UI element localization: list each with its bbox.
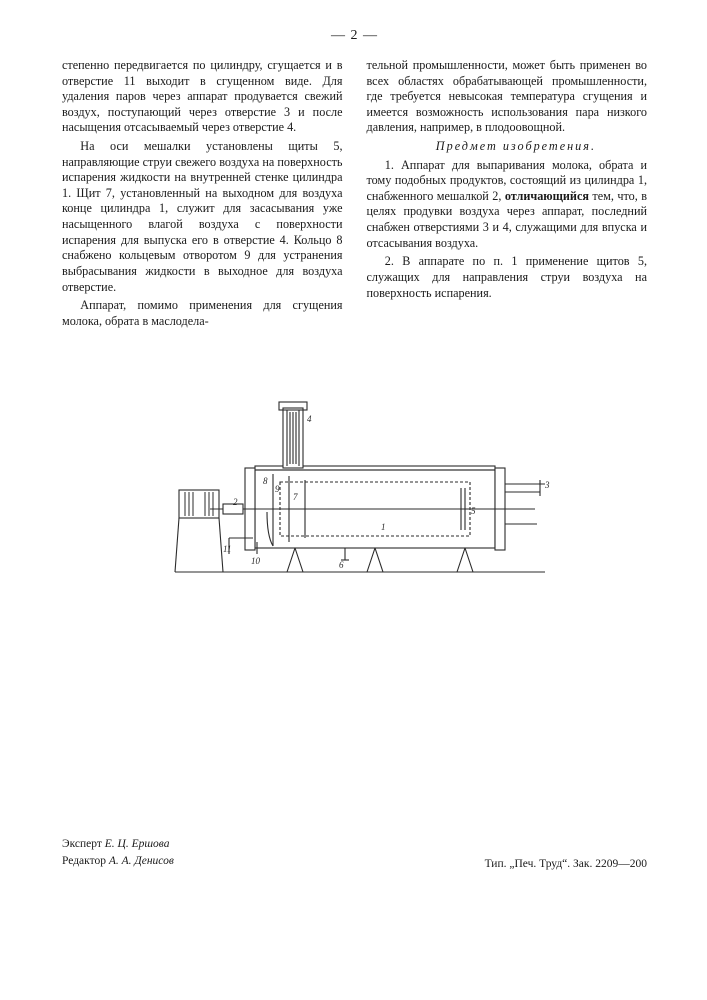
fig-label-11: 11 [223, 544, 231, 554]
claim-bold: отличающийся [505, 189, 589, 203]
right-column: тельной промышленности, может быть приме… [367, 58, 648, 332]
figure-area: 1 2 3 4 5 6 7 8 9 10 11 [62, 392, 647, 612]
evaporator-diagram: 1 2 3 4 5 6 7 8 9 10 11 [145, 392, 565, 612]
left-column: степенно передвигается по цилиндру, сгущ… [62, 58, 343, 332]
expert-label: Эксперт [62, 838, 102, 850]
editor-label: Редактор [62, 855, 106, 867]
page-number: — 2 — [62, 28, 647, 44]
fig-label-10: 10 [251, 556, 261, 566]
body-paragraph: Аппарат, помимо применения для сгущения … [62, 298, 343, 329]
fig-label-4: 4 [307, 414, 312, 424]
claim-1: 1. Аппарат для выпаривания молока, обрат… [367, 158, 648, 252]
body-paragraph: На оси мешалки установлены щиты 5, напра… [62, 139, 343, 295]
body-paragraph: тельной промышленности, может быть приме… [367, 58, 648, 136]
patent-page: — 2 — степенно передвигается по цилиндру… [0, 0, 707, 1000]
claims-heading: Предмет изобретения. [367, 139, 648, 155]
two-column-text: степенно передвигается по цилиндру, сгущ… [62, 58, 647, 332]
fig-label-9: 9 [275, 484, 280, 494]
editor-name: А. А. Денисов [109, 855, 174, 867]
fig-label-6: 6 [339, 560, 344, 570]
fig-label-2: 2 [233, 497, 238, 507]
expert-name: Е. Ц. Ершова [105, 838, 170, 850]
body-paragraph: степенно передвигается по цилиндру, сгущ… [62, 58, 343, 136]
fig-label-1: 1 [381, 522, 386, 532]
fig-label-5: 5 [471, 506, 476, 516]
expert-line: Эксперт Е. Ц. Ершова [62, 836, 174, 853]
claim-2: 2. В аппарате по п. 1 применение щитов 5… [367, 254, 648, 301]
fig-label-7: 7 [293, 492, 298, 502]
editor-line: Редактор А. А. Денисов [62, 853, 174, 870]
print-footer: Тип. „Печ. Труд“. Зак. 2209—200 [485, 858, 647, 870]
fig-label-3: 3 [544, 480, 550, 490]
fig-label-8: 8 [263, 476, 268, 486]
credits-block: Эксперт Е. Ц. Ершова Редактор А. А. Дени… [62, 836, 174, 871]
